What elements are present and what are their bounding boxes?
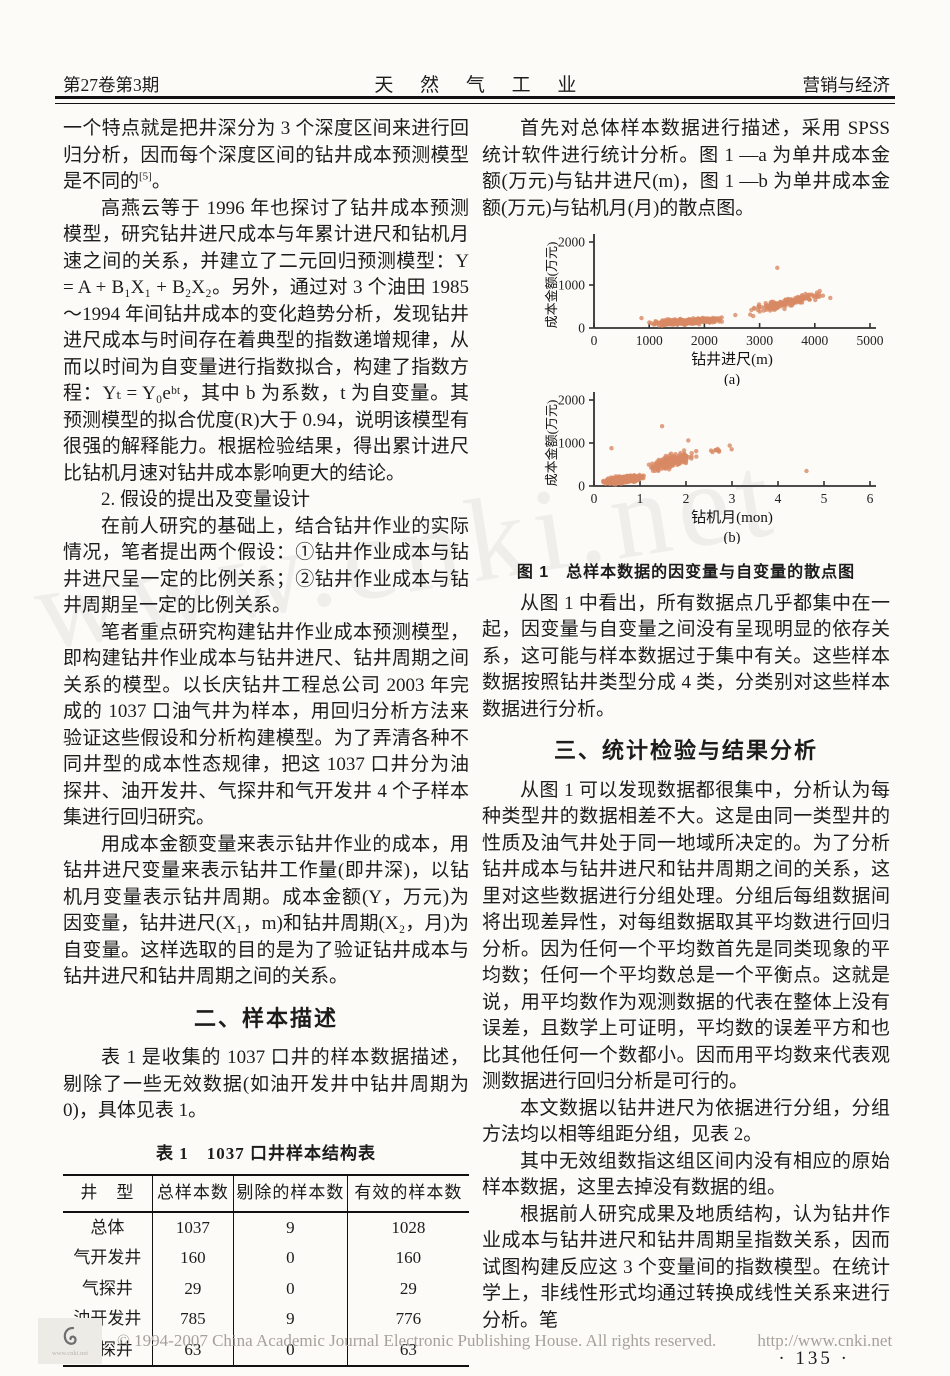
- svg-text:成本金额(万元): 成本金额(万元): [544, 400, 559, 487]
- numbered-subheading: 2. 假设的提出及变量设计: [101, 489, 311, 510]
- column-header: 井 型: [63, 1175, 153, 1213]
- body-paragraph: 笔者重点研究构建钻井作业成本预测模型，即构建钻井作业成本与钻井进尺、钻井周期之间…: [63, 621, 469, 829]
- column-category: 营销与经济: [802, 75, 890, 95]
- table-caption: 表 1 1037 口井样本结构表: [156, 1143, 376, 1163]
- svg-text:4: 4: [775, 491, 782, 506]
- paragraph-text: 一个特点就是把井深分为 3 个深度区间来进行回归分析，因而每个深度区间的钻井成本…: [63, 118, 469, 192]
- svg-text:0: 0: [578, 479, 585, 494]
- svg-text:3: 3: [729, 491, 736, 506]
- svg-text:0: 0: [591, 491, 598, 506]
- svg-text:1: 1: [637, 491, 644, 506]
- table-cell: 0: [233, 1273, 348, 1304]
- svg-text:2: 2: [683, 491, 690, 506]
- cnki-logo-caption: www.cnki.net: [51, 1350, 89, 1357]
- svg-text:1000: 1000: [636, 333, 663, 348]
- svg-text:3000: 3000: [746, 333, 773, 348]
- cnki-swirl-icon: [63, 1326, 77, 1345]
- table-cell: 1028: [346, 1211, 469, 1243]
- table-cell: 160: [346, 1243, 469, 1274]
- table-cell: 29: [151, 1273, 234, 1304]
- body-paragraph: 从图 1 中看出，所有数据点几乎都集中在一起，因变量与自变量之间没有呈现明显的依…: [482, 592, 890, 720]
- section-heading-2: 二、样本描述: [193, 1005, 338, 1031]
- svg-text:钻机月(mon): 钻机月(mon): [691, 509, 773, 526]
- svg-text:(b): (b): [724, 530, 741, 544]
- table-cell: 63: [346, 1334, 469, 1366]
- table-row: 总体 1037 9 1028: [63, 1211, 469, 1243]
- page-number: · 135 ·: [778, 1348, 850, 1369]
- table-cell: 785: [151, 1304, 234, 1335]
- left-column: 一个特点就是把井深分为 3 个深度区间来进行回归分析，因而每个深度区间的钻井成本…: [63, 116, 469, 1367]
- svg-text:5: 5: [821, 491, 828, 506]
- table-cell: 1037: [151, 1211, 234, 1243]
- table-cell: 160: [151, 1243, 234, 1274]
- table-cell: 气开发井: [73, 1248, 142, 1267]
- table-cell: 总体: [90, 1217, 125, 1237]
- reference-superscript: [5]: [139, 170, 152, 183]
- svg-text:(a): (a): [724, 372, 740, 386]
- scatter-plot-a: 0 1000 2000 0 1000 2000 3000 4000 5000 钻井进尺(m) 成本金…: [482, 228, 888, 388]
- svg-text:0: 0: [578, 321, 585, 336]
- table-cell: 776: [346, 1304, 469, 1335]
- table-cell: 9: [233, 1211, 348, 1243]
- table-cell: 29: [346, 1273, 469, 1304]
- table-cell: 气探井: [81, 1278, 133, 1298]
- section-heading-3: 三、统计检验与结果分析: [553, 738, 818, 763]
- svg-text:4000: 4000: [801, 333, 828, 348]
- body-paragraph: 从图 1 可以发现数据都很集中，分析认为每种类型井的数据相差不大。这是由同一类型…: [482, 779, 890, 1093]
- volume-issue: 第27卷第3期: [63, 75, 160, 95]
- body-paragraph: 高燕云等于 1996 年也探讨了钻井成本预测模型，研究钻井进尺成本与年累计进尺和…: [63, 197, 469, 484]
- page-header: 第27卷第3期 天 然 气 工 业 营销与经济: [63, 70, 890, 97]
- svg-text:6: 6: [867, 491, 874, 506]
- body-paragraph: 一个特点就是把井深分为 3 个深度区间来进行回归分析，因而每个深度区间的钻井成本…: [63, 116, 469, 196]
- header-rule-thin: [55, 102, 895, 104]
- figure-1: 0 1000 2000 0 1000 2000 3000 4000 5000 钻井进尺(m) 成本金…: [482, 228, 890, 587]
- header-rule-thick: [55, 96, 895, 99]
- svg-text:成本金额(万元): 成本金额(万元): [544, 242, 559, 329]
- scatter-plot-b: 0 1000 2000 0 1 2 3 4 5 6 钻机月(mon) 成本金额(万元) (b): [482, 386, 888, 546]
- svg-text:2000: 2000: [558, 235, 585, 250]
- body-paragraph: 根据前人研究成果及地质结构，认为钻井作业成本与钻井进尺和钻井周期呈指数关系，因而…: [482, 1203, 890, 1331]
- paragraph-text: 。: [151, 171, 171, 192]
- svg-text:2000: 2000: [691, 333, 718, 348]
- table-header-row: 井 型 总样本数 剔除的样本数 有效的样本数: [63, 1175, 469, 1213]
- svg-text:1000: 1000: [558, 278, 585, 293]
- cnki-url-text: http://www.cnki.net: [757, 1331, 893, 1350]
- table-cell: 0: [233, 1334, 348, 1366]
- body-paragraph: 其中无效组数指这组区间内没有相应的原始样本数据，这里去掉没有数据的组。: [482, 1150, 890, 1199]
- body-paragraph: 在前人研究的基础上，结合钻井作业的实际情况，笔者提出两个假设：①钻井作业成本与钻…: [63, 515, 469, 617]
- table-cell: 63: [151, 1334, 234, 1366]
- page-footer: www.cnki.net © 1994-2007 China Academic …: [38, 1318, 892, 1364]
- svg-text:0: 0: [591, 333, 598, 348]
- body-paragraph: 本文数据以钻井进尺为依据进行分组，分组方法均以相等组距分组，见表 2。: [482, 1097, 890, 1146]
- svg-text:2000: 2000: [558, 393, 585, 408]
- cnki-logo: www.cnki.net: [38, 1318, 102, 1364]
- table-cell: 0: [233, 1243, 348, 1274]
- svg-text:5000: 5000: [857, 333, 884, 348]
- body-paragraph: 用成本金额变量来表示钻井作业的成本，用钻井进尺变量来表示钻井工作量(即井深)，以…: [63, 833, 469, 988]
- column-header: 总样本数: [151, 1175, 234, 1213]
- copyright-text: © 1994-2007 China Academic Journal Elect…: [117, 1331, 717, 1350]
- svg-text:1000: 1000: [558, 436, 585, 451]
- table-row: 油开发井 785 9 776: [63, 1304, 469, 1335]
- right-column: 首先对总体样本数据进行描述，采用 SPSS 统计软件进行统计分析。图 1 —a …: [482, 116, 890, 1373]
- column-header: 剔除的样本数: [233, 1175, 348, 1213]
- table-row: 气探井 29 0 29: [63, 1273, 469, 1304]
- svg-text:钻井进尺(m): 钻井进尺(m): [691, 351, 773, 368]
- body-paragraph: 表 1 是收集的 1037 口井的样本数据描述，剔除了一些无效数据(如油开发井中…: [63, 1047, 469, 1121]
- figure-caption: 图 1 总样本数据的因变量与自变量的散点图: [516, 564, 856, 581]
- table-row: 气开发井 160 0 160: [63, 1243, 469, 1274]
- table-cell: 9: [233, 1304, 348, 1335]
- column-header: 有效的样本数: [346, 1175, 469, 1213]
- journal-title: 天 然 气 工 业: [374, 75, 588, 96]
- body-paragraph: 首先对总体样本数据进行描述，采用 SPSS 统计软件进行统计分析。图 1 —a …: [482, 118, 890, 219]
